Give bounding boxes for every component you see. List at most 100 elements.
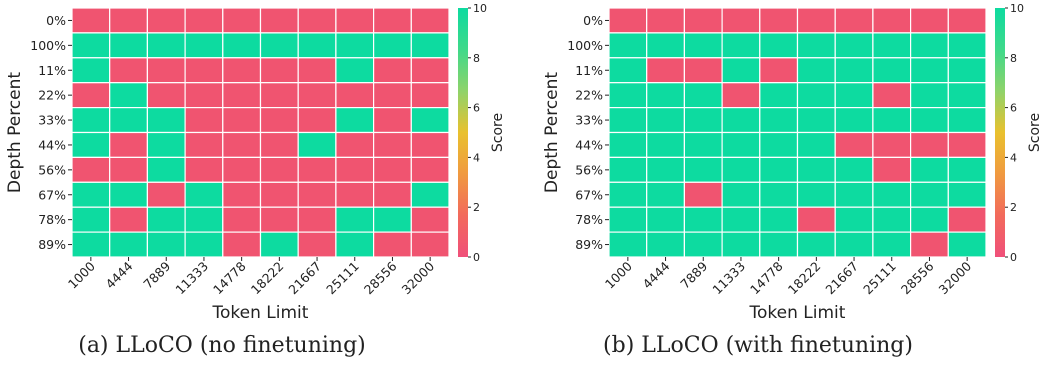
- heatmap-cell: [335, 156, 375, 183]
- heatmap-cell: [146, 231, 186, 258]
- y-tick-label: 89%: [38, 237, 66, 252]
- heatmap-cell: [184, 7, 224, 34]
- y-tick-label: 44%: [38, 137, 66, 152]
- heatmap-cell: [184, 57, 224, 84]
- heatmap-cell: [608, 32, 648, 59]
- heatmap-cell: [759, 106, 799, 134]
- heatmap-cell: [373, 57, 412, 84]
- heatmap-cell: [222, 131, 262, 158]
- heatmap-cell: [683, 32, 723, 59]
- heatmap-cell: [608, 7, 648, 34]
- heatmap-cell: [259, 57, 299, 84]
- heatmap-cell: [184, 181, 224, 208]
- colorbar-tick-label: 10: [1010, 2, 1024, 15]
- y-tick-label: 67%: [575, 187, 603, 202]
- heatmap-cell: [335, 7, 375, 34]
- heatmap-cell: [909, 106, 949, 134]
- heatmap-cell: [796, 32, 836, 59]
- heatmap-cell: [184, 231, 224, 258]
- heatmap-cell: [872, 156, 912, 183]
- heatmap-cell: [834, 32, 874, 59]
- x-tick-label: 18222: [248, 259, 287, 298]
- y-tick-label: 0%: [583, 13, 603, 28]
- heatmap-cell: [297, 131, 337, 158]
- heatmap-cell: [646, 57, 686, 84]
- caption-b: (b) LLoCO (with finetuning): [603, 333, 913, 358]
- heatmap-cell: [297, 82, 337, 109]
- heatmap-cell: [834, 82, 874, 109]
- heatmap-cell: [872, 106, 912, 134]
- heatmap-cell: [947, 181, 987, 208]
- heatmap-cell: [109, 32, 148, 59]
- y-tick-label: 44%: [575, 137, 603, 152]
- heatmap-cell: [146, 32, 186, 59]
- heatmap-cell: [834, 7, 874, 34]
- colorbar-tick-label: 2: [473, 201, 480, 214]
- heatmap-cell: [872, 7, 912, 34]
- x-tick-label: 7889: [140, 258, 173, 291]
- heatmap-cell: [872, 206, 912, 233]
- colorbar: [995, 8, 1005, 257]
- heatmap-cell: [71, 206, 111, 233]
- heatmap-cell: [608, 231, 648, 258]
- heatmap-panel-a: 0% 100% 11% 22% 33% 44% 56% 67% 78% 89% 1000 4444 78…: [5, 2, 506, 323]
- colorbar-tick-label: 0: [1010, 251, 1017, 264]
- heatmap-cell: [109, 206, 148, 233]
- heatmap-cell: [683, 82, 723, 109]
- colorbar-tick-label: 4: [473, 151, 480, 164]
- heatmap-cell: [410, 131, 450, 158]
- heatmap-cell: [646, 231, 686, 258]
- y-tick-label: 22%: [38, 88, 66, 103]
- heatmap-cell: [109, 181, 148, 208]
- heatmap-cell: [222, 7, 262, 34]
- heatmap-cell: [646, 7, 686, 34]
- heatmap-cell: [373, 32, 412, 59]
- heatmap-cell: [909, 57, 949, 84]
- colorbar-tick-label: 4: [1010, 151, 1017, 164]
- heatmap-cell: [608, 57, 648, 84]
- x-tick-label: 1000: [602, 258, 635, 291]
- heatmap-cell: [222, 231, 262, 258]
- heatmap-cell: [834, 206, 874, 233]
- heatmap-cell: [109, 231, 148, 258]
- heatmap-cell: [410, 7, 450, 34]
- heatmap-cell: [608, 131, 648, 158]
- heatmap-cell: [297, 156, 337, 183]
- heatmap-cell: [646, 156, 686, 183]
- heatmap-cell: [146, 156, 186, 183]
- heatmap-cell: [109, 57, 148, 84]
- heatmap-cell: [721, 156, 761, 183]
- x-tick-label: 4444: [640, 258, 673, 291]
- heatmap-cell: [947, 32, 987, 59]
- heatmap-cell: [184, 131, 224, 158]
- heatmap-cell: [146, 206, 186, 233]
- heatmap-cell: [259, 106, 299, 134]
- heatmap-cell: [335, 82, 375, 109]
- heatmap-cell: [259, 181, 299, 208]
- x-tick-label: 32000: [936, 258, 975, 297]
- heatmap-cell: [146, 181, 186, 208]
- heatmap-cell: [410, 32, 450, 59]
- heatmap-cell: [796, 206, 836, 233]
- heatmap-cell: [146, 82, 186, 109]
- heatmap-cell: [683, 7, 723, 34]
- heatmap-cell: [297, 181, 337, 208]
- x-tick-label: 11333: [172, 259, 211, 298]
- heatmap-cell: [373, 131, 412, 158]
- heatmap-cell: [259, 7, 299, 34]
- heatmap-cell: [683, 57, 723, 84]
- heatmap-cell: [373, 231, 412, 258]
- heatmap-cell: [683, 206, 723, 233]
- heatmap-panel-b: 0% 100% 11% 22% 33% 44% 56% 67% 78% 89% 1000 4444 78…: [542, 2, 1043, 323]
- heatmap-cell: [608, 206, 648, 233]
- heatmap-cell: [834, 181, 874, 208]
- heatmap-cell: [109, 106, 148, 134]
- heatmap-cell: [109, 82, 148, 109]
- heatmap-cell: [909, 7, 949, 34]
- heatmap-cell: [184, 32, 224, 59]
- heatmap-cell: [71, 57, 111, 84]
- heatmap-cell: [335, 206, 375, 233]
- heatmap-cell: [410, 156, 450, 183]
- colorbar-tick-label: 8: [473, 52, 480, 65]
- heatmap-cell: [834, 57, 874, 84]
